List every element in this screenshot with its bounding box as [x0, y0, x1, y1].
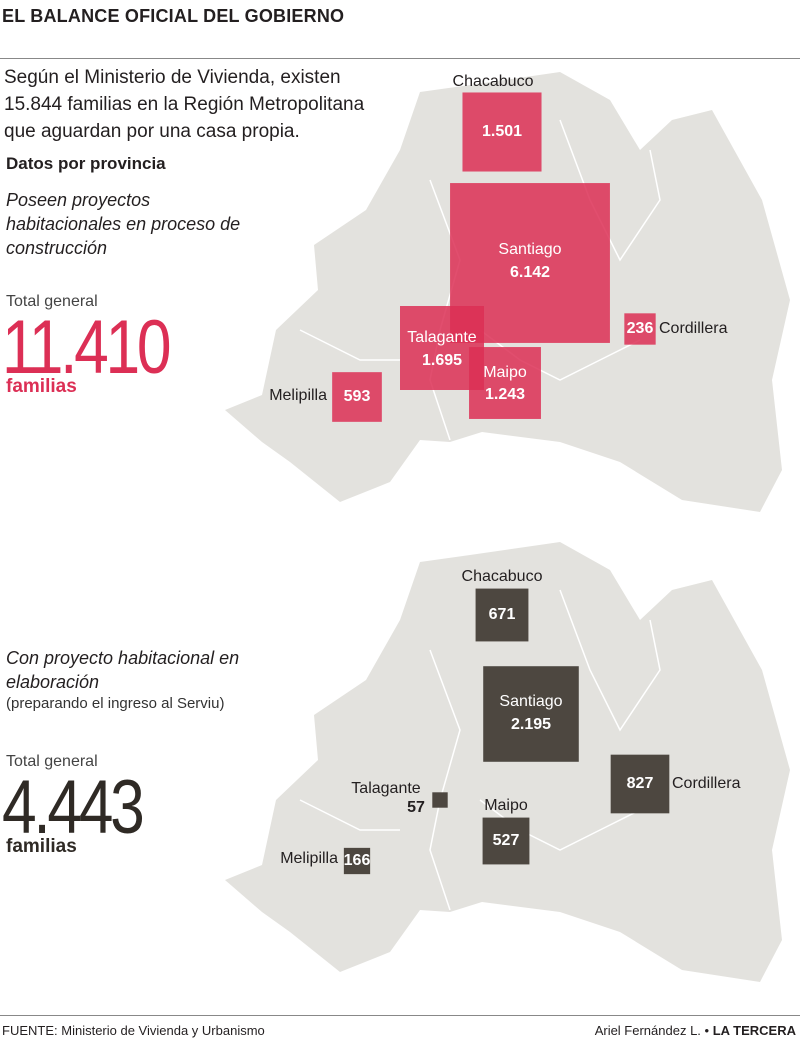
province-square: [624, 313, 656, 345]
section-heading: Poseen proyectos habitacionales en proce…: [6, 190, 241, 258]
total-label: Total general: [6, 293, 98, 310]
province-name: Santiago: [499, 693, 562, 710]
province-value: 1.243: [485, 386, 525, 403]
title: EL BALANCE OFICIAL DEL GOBIERNO: [2, 6, 345, 26]
source: FUENTE: Ministerio de Vivienda y Urbanis…: [2, 1023, 265, 1038]
province-name: Chacabuco: [453, 73, 534, 90]
province-square: [483, 666, 579, 762]
province-value: 1.501: [482, 123, 522, 140]
province-name: Talagante: [407, 329, 476, 346]
province-square: [610, 754, 670, 814]
province-value: 671: [489, 606, 516, 623]
province-name: Maipo: [484, 797, 528, 814]
province-square: [482, 817, 530, 865]
section-heading: Con proyecto habitacional en elaboración: [6, 648, 240, 692]
province-value: 236: [627, 320, 654, 337]
unit: familias: [6, 376, 77, 397]
province-square: [475, 588, 529, 642]
publisher: LA TERCERA: [712, 1023, 796, 1038]
province-square: [432, 792, 448, 808]
province-value: 166: [344, 852, 371, 869]
source-text: Ministerio de Vivienda y Urbanismo: [61, 1023, 265, 1038]
intro: Según el Ministerio de Vivienda, existen…: [4, 67, 365, 142]
section-note: (preparando el ingreso al Serviu): [6, 695, 225, 712]
province-name: Maipo: [483, 364, 527, 381]
province-name: Cordillera: [672, 775, 741, 792]
credit: Ariel Fernández L. • LA TERCERA: [594, 1023, 796, 1038]
province-value: 57: [407, 799, 425, 816]
province-square: [462, 92, 542, 172]
source-label: FUENTE:: [2, 1023, 58, 1038]
province-square: [469, 347, 541, 419]
rule: [0, 1015, 800, 1016]
province-value: 2.195: [511, 716, 551, 733]
province-square: [332, 372, 382, 422]
province-value: 827: [627, 775, 654, 792]
rule: [0, 58, 800, 59]
province-name: Chacabuco: [462, 568, 543, 585]
province-name: Melipilla: [269, 387, 327, 404]
province-name: Santiago: [498, 241, 561, 258]
unit: familias: [6, 836, 77, 857]
province-square: [343, 847, 371, 875]
province-value: 527: [493, 832, 520, 849]
author: Ariel Fernández L.: [594, 1023, 701, 1038]
subtitle: Datos por provincia: [6, 154, 166, 173]
total-label: Total general: [6, 753, 98, 770]
province-name: Cordillera: [659, 320, 728, 337]
province-value: 1.695: [422, 352, 462, 369]
province-value: 6.142: [510, 264, 550, 281]
total: 4.443: [2, 765, 145, 850]
province-value: 593: [344, 388, 371, 405]
province-name: Talagante: [351, 780, 420, 797]
total: 11.410: [2, 305, 172, 390]
province-name: Melipilla: [280, 850, 338, 867]
